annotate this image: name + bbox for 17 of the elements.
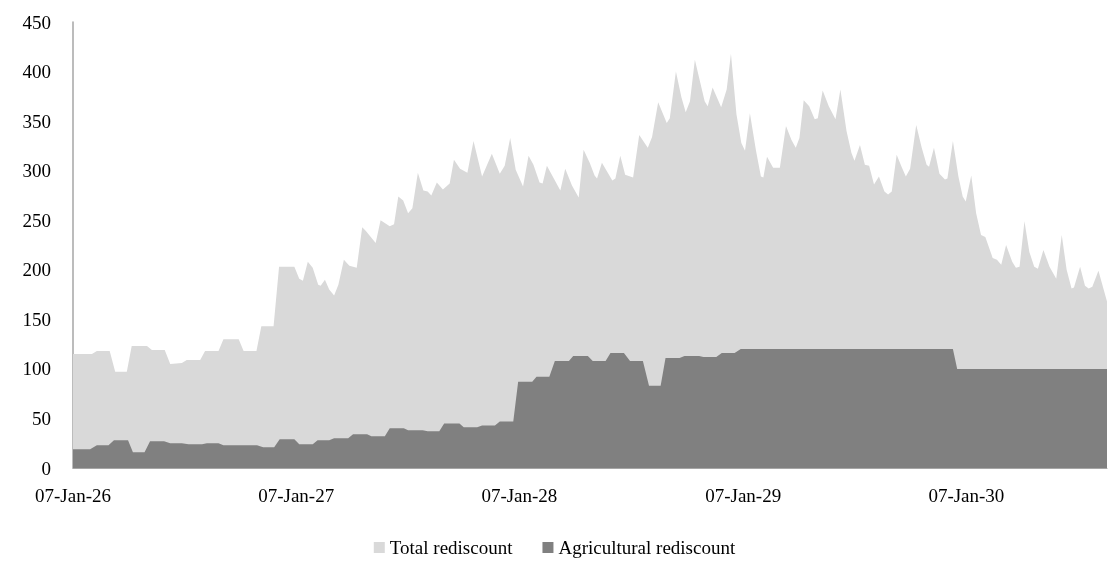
y-tick-label: 450 bbox=[22, 11, 51, 33]
y-tick-label: 350 bbox=[22, 110, 51, 132]
legend-label: Total rediscount bbox=[389, 537, 514, 558]
y-tick-label: 200 bbox=[22, 259, 51, 281]
y-tick-label: 400 bbox=[22, 61, 51, 83]
x-tick-label: 07-Jan-28 bbox=[481, 485, 558, 506]
y-tick-label: 50 bbox=[32, 407, 51, 429]
y-tick-label: 100 bbox=[22, 358, 51, 380]
x-tick-label: 07-Jan-29 bbox=[705, 485, 782, 506]
x-tick-label: 07-Jan-30 bbox=[928, 485, 1005, 506]
legend-label: Agricultural rediscount bbox=[558, 537, 736, 558]
y-tick-label: 150 bbox=[22, 308, 51, 330]
x-tick-label: 07-Jan-26 bbox=[35, 485, 111, 506]
y-tick-label: 300 bbox=[22, 160, 51, 182]
x-tick-label: 07-Jan-27 bbox=[258, 485, 335, 506]
y-tick-label: 0 bbox=[41, 457, 51, 479]
y-tick-label: 250 bbox=[22, 209, 51, 231]
